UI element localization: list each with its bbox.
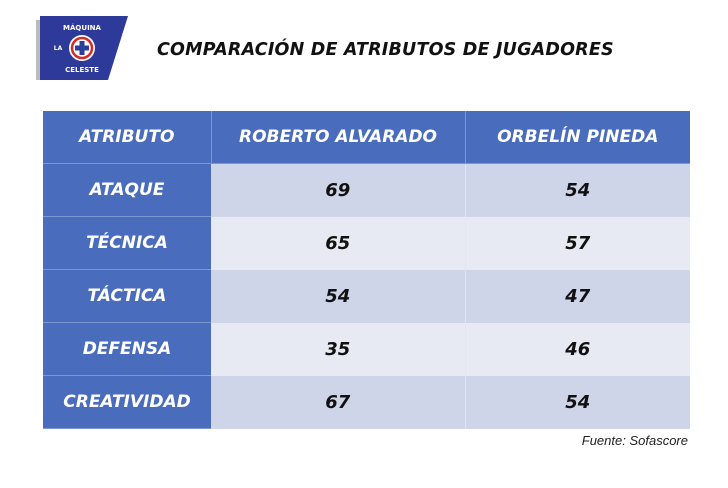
- pineda-value: 54: [465, 163, 690, 217]
- pineda-value: 47: [465, 269, 690, 323]
- table-row: DEFENSA 35 46: [43, 322, 690, 376]
- header-player-1: ROBERTO ALVARADO: [211, 111, 466, 164]
- table-row: TÁCTICA 54 47: [43, 269, 690, 323]
- logo-side-text: LA: [54, 45, 63, 52]
- table-row: TÉCNICA 65 57: [43, 216, 690, 270]
- pineda-value: 54: [465, 375, 690, 429]
- header-attribute: ATRIBUTO: [43, 111, 212, 164]
- alvarado-value: 54: [211, 269, 466, 323]
- logo-bottom-text: CELESTE: [65, 66, 99, 74]
- table-header-row: ATRIBUTO ROBERTO ALVARADO ORBELÍN PINEDA: [43, 111, 690, 164]
- comparison-table: ATRIBUTO ROBERTO ALVARADO ORBELÍN PINEDA…: [43, 111, 690, 429]
- attribute-cell: DEFENSA: [43, 322, 211, 376]
- alvarado-value: 69: [211, 163, 466, 217]
- attribute-cell: ATAQUE: [43, 163, 211, 217]
- table-row: CREATIVIDAD 67 54: [43, 375, 690, 429]
- alvarado-value: 67: [211, 375, 466, 429]
- logo-top-text: MÁQUINA: [63, 23, 101, 32]
- la-maquina-celeste-logo: MÁQUINA LA CELESTE: [36, 14, 128, 82]
- alvarado-value: 35: [211, 322, 466, 376]
- alvarado-value: 65: [211, 216, 466, 270]
- pineda-value: 46: [465, 322, 690, 376]
- attribute-cell: TÉCNICA: [43, 216, 211, 270]
- pineda-value: 57: [465, 216, 690, 270]
- attribute-cell: TÁCTICA: [43, 269, 211, 323]
- table-row: ATAQUE 69 54: [43, 163, 690, 217]
- attribute-cell: CREATIVIDAD: [43, 375, 211, 429]
- page-title: COMPARACIÓN DE ATRIBUTOS DE JUGADORES: [157, 40, 614, 60]
- header-player-2: ORBELÍN PINEDA: [465, 111, 690, 164]
- source-caption: Fuente: Sofascore: [581, 433, 688, 448]
